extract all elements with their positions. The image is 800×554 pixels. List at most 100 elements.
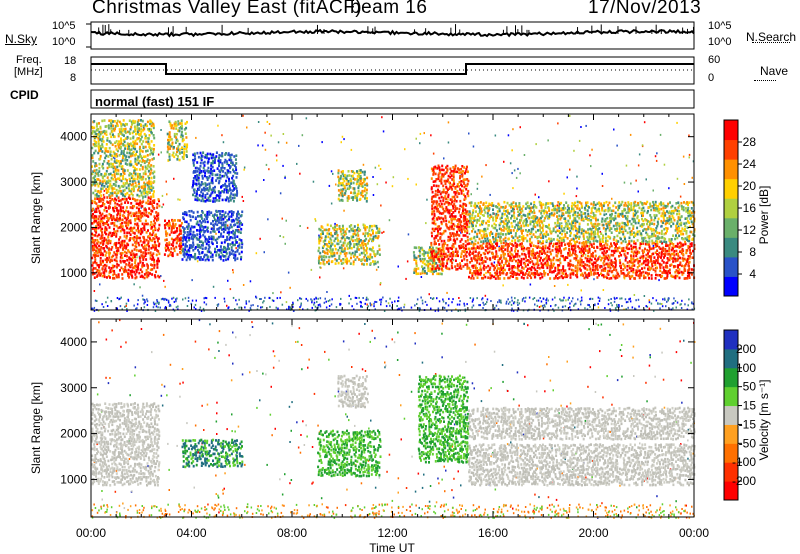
noise-cell [502, 284, 504, 287]
data-cell [472, 244, 475, 248]
data-cell [135, 168, 138, 171]
data-cell [176, 150, 178, 154]
noise-cell [580, 289, 582, 292]
data-cell [354, 196, 357, 200]
data-cell [233, 164, 236, 167]
data-cell [356, 192, 359, 196]
data-cell [94, 189, 97, 192]
data-cell [440, 202, 443, 206]
data-cell [186, 256, 189, 259]
noise-cell [616, 305, 618, 308]
data-cell [112, 120, 115, 123]
data-cell [208, 185, 211, 188]
data-cell [438, 179, 441, 183]
data-cell [175, 245, 178, 249]
data-cell [433, 270, 436, 273]
noise-cell [225, 215, 228, 218]
noise-cell [173, 300, 176, 303]
data-cell [105, 244, 108, 248]
noise-cell [92, 308, 94, 311]
data-cell [469, 261, 472, 264]
data-cell [134, 172, 137, 175]
data-cell [437, 251, 440, 255]
data-cell [221, 190, 224, 193]
data-cell [229, 156, 232, 160]
data-cell [201, 258, 204, 261]
data-cell [190, 225, 193, 228]
data-cell [500, 261, 503, 264]
data-cell [215, 151, 218, 154]
data-cell [112, 133, 114, 136]
data-cell [440, 175, 443, 179]
data-cell [158, 223, 161, 227]
data-cell [548, 257, 550, 261]
data-cell [126, 123, 128, 126]
noise-cell [298, 144, 300, 147]
data-cell [434, 222, 437, 226]
data-cell [472, 250, 475, 254]
data-cell [509, 242, 512, 245]
data-cell [195, 178, 198, 182]
data-cell [173, 238, 176, 242]
data-cell [94, 162, 97, 165]
data-cell [175, 132, 178, 136]
data-cell [142, 189, 145, 193]
data-cell [482, 251, 485, 255]
data-cell [131, 206, 134, 210]
data-cell [470, 257, 473, 260]
data-cell [134, 147, 137, 151]
data-cell [120, 137, 122, 140]
data-cell [502, 245, 505, 248]
data-cell [454, 215, 457, 218]
data-cell [564, 243, 566, 246]
data-cell [140, 250, 143, 254]
noise-cell [154, 310, 157, 312]
data-cell [183, 236, 186, 239]
data-cell [91, 268, 94, 272]
data-cell [148, 161, 151, 165]
data-cell [601, 251, 604, 255]
data-cell [95, 125, 98, 128]
data-cell [578, 250, 581, 254]
data-cell [125, 245, 128, 248]
data-cell [226, 247, 229, 251]
data-cell [538, 252, 541, 256]
data-cell [529, 244, 532, 248]
data-cell [560, 241, 563, 245]
data-cell [474, 266, 477, 270]
data-cell [434, 235, 437, 238]
data-cell [225, 173, 228, 177]
data-cell [212, 156, 215, 159]
data-cell [328, 255, 331, 259]
data-cell [439, 232, 442, 235]
data-cell [588, 250, 591, 253]
data-cell [453, 182, 456, 186]
data-cell [146, 190, 148, 194]
data-cell [350, 235, 353, 239]
data-cell [592, 255, 595, 258]
data-cell [97, 140, 100, 143]
data-cell [356, 245, 359, 249]
data-cell [130, 189, 132, 193]
noise-cell [569, 114, 571, 117]
data-cell [97, 142, 100, 146]
noise-cell [450, 309, 453, 312]
data-cell [151, 199, 154, 203]
data-cell [580, 248, 583, 251]
noise-cell [222, 141, 225, 144]
data-cell [92, 248, 94, 252]
data-cell [168, 143, 171, 146]
data-cell [463, 185, 466, 189]
data-cell [441, 260, 444, 263]
data-cell [192, 180, 195, 183]
data-cell [450, 251, 453, 255]
data-cell [123, 250, 126, 254]
data-cell [364, 234, 366, 238]
data-cell [561, 271, 564, 275]
data-cell [592, 265, 595, 269]
data-cell [103, 271, 106, 274]
noise-cell [99, 283, 101, 286]
data-cell [105, 260, 108, 264]
data-cell [194, 175, 197, 178]
data-cell [213, 189, 216, 192]
